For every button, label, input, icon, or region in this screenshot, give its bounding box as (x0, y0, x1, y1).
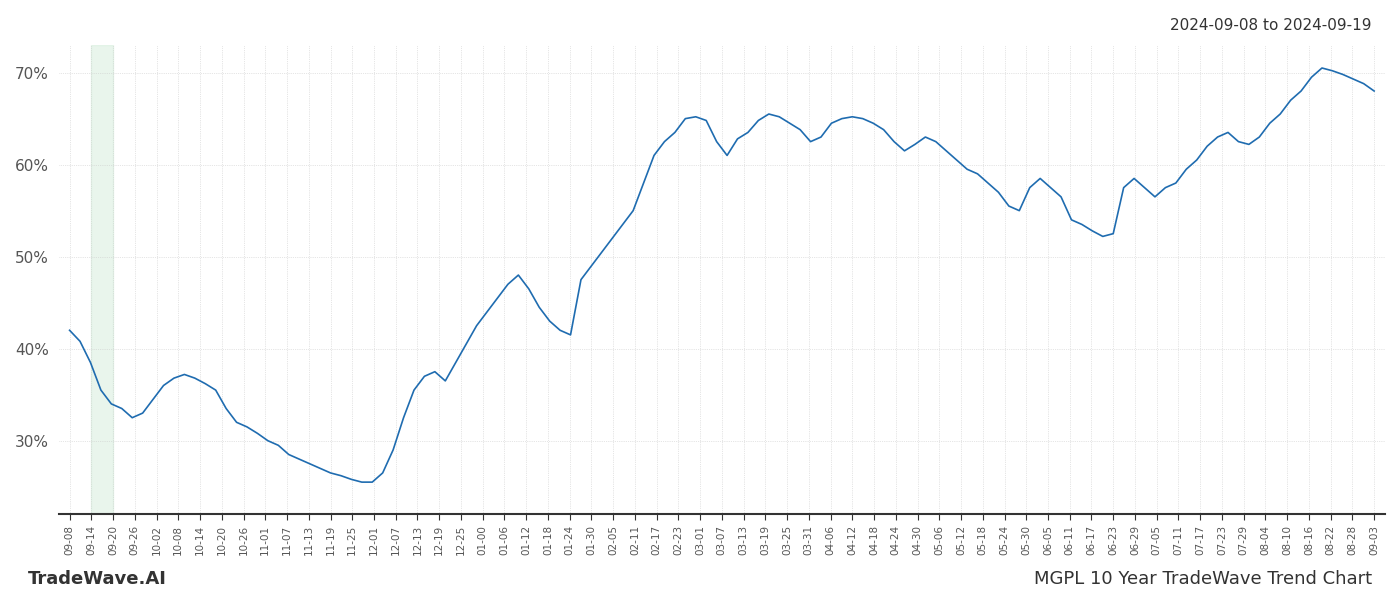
Text: 2024-09-08 to 2024-09-19: 2024-09-08 to 2024-09-19 (1170, 18, 1372, 33)
Text: MGPL 10 Year TradeWave Trend Chart: MGPL 10 Year TradeWave Trend Chart (1033, 570, 1372, 588)
Bar (91, 45, 113, 514)
Text: TradeWave.AI: TradeWave.AI (28, 570, 167, 588)
